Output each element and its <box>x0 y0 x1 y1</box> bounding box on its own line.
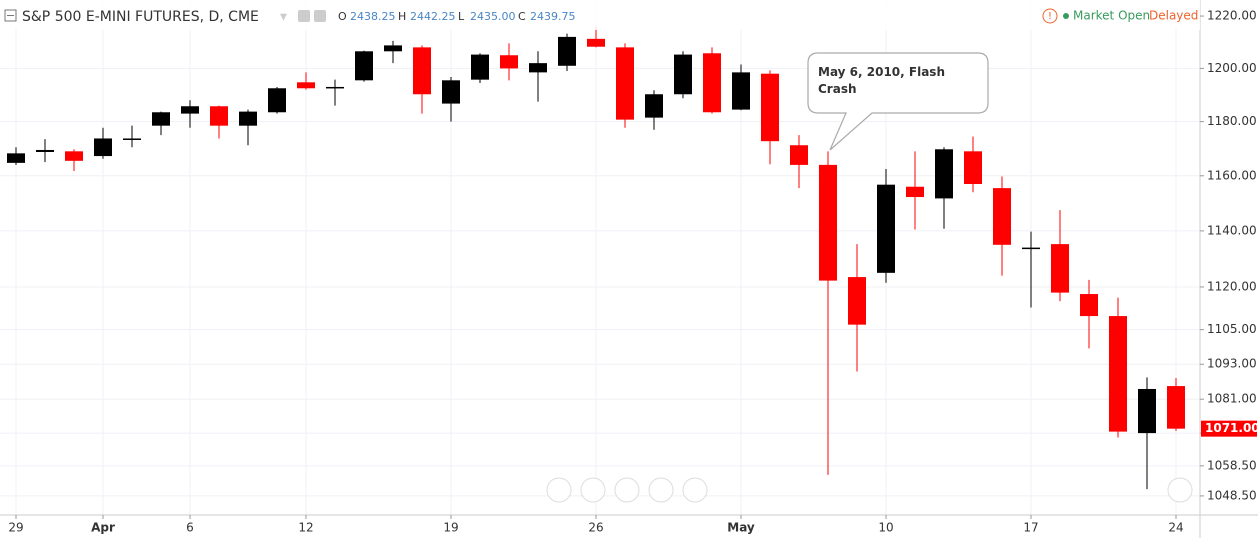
x-tick-label: 24 <box>1168 521 1183 535</box>
x-tick-label: 10 <box>878 521 893 535</box>
candle-body <box>587 38 605 47</box>
reset-button[interactable] <box>614 477 640 503</box>
candle-body <box>500 55 518 69</box>
close-icon[interactable] <box>314 10 326 22</box>
status-dot <box>1063 13 1069 19</box>
candle-body <box>123 138 141 140</box>
candle-body <box>993 188 1011 245</box>
candle-body <box>210 106 228 126</box>
ohlc-value: 2442.25 <box>410 10 456 23</box>
candle-body <box>239 111 257 126</box>
candle-body <box>297 82 315 89</box>
ohlc-values: O 2438.25 H 2442.25 L 2435.00 C 2439.75 <box>338 10 576 23</box>
y-tick-label: 1058.50 <box>1207 458 1257 472</box>
x-tick-label: 6 <box>186 521 194 535</box>
nav-buttons <box>546 477 1193 503</box>
x-tick-label: 26 <box>588 521 603 535</box>
y-tick-label: 1160.00 <box>1207 168 1257 182</box>
x-tick-label: 29 <box>8 521 23 535</box>
y-tick-label: 1180.00 <box>1207 114 1257 128</box>
candle-body <box>355 51 373 81</box>
ohlc-key: O <box>338 10 347 23</box>
last-price-label: 1071.00 <box>1205 421 1258 435</box>
y-tick-label: 1081.00 <box>1207 392 1257 406</box>
candle-body <box>94 138 112 157</box>
ohlc-key: C <box>518 10 526 23</box>
candle-body <box>36 149 54 152</box>
callout-bubble <box>807 52 989 151</box>
candle-body <box>471 54 489 80</box>
x-tick-label: May <box>727 521 755 535</box>
candle-body <box>645 94 663 118</box>
candle-body <box>877 184 895 273</box>
x-tick-label: 12 <box>298 521 313 535</box>
candle-body <box>326 86 344 89</box>
grid <box>0 0 1200 515</box>
y-tick-label: 1105.00 <box>1207 322 1257 336</box>
y-tick-label: 1120.00 <box>1207 279 1257 293</box>
y-tick-label: 1140.00 <box>1207 223 1257 237</box>
ohlc-key: H <box>398 10 406 23</box>
candles <box>7 25 1185 490</box>
y-tick-label: 1200.00 <box>1207 61 1257 75</box>
last-price-tag <box>1201 420 1257 437</box>
zoom-in-button[interactable] <box>648 477 674 503</box>
x-tick-label: 17 <box>1023 521 1038 535</box>
ohlc-value: 2435.00 <box>470 10 516 23</box>
candle-body <box>674 54 692 95</box>
candle-body <box>1138 388 1156 434</box>
collapse-icon[interactable] <box>4 9 17 22</box>
candle-body <box>848 277 866 325</box>
alert-mark: ! <box>1048 11 1052 22</box>
ohlc-value: 2439.75 <box>530 10 576 23</box>
axes: 1220.00 1200.00 1180.00 1160.00 1140.00 1120.… <box>8 9 1258 535</box>
candle-body <box>152 112 170 126</box>
candle-body <box>703 53 721 113</box>
symbol-title: S&P 500 E-MINI FUTURES, D, CME <box>22 9 259 25</box>
x-tick-label: 19 <box>443 521 458 535</box>
y-tick-label: 1220.00 <box>1207 9 1257 23</box>
candle-body <box>732 72 750 110</box>
candle-body <box>268 88 286 113</box>
scroll-right-button[interactable] <box>682 477 708 503</box>
y-tick-label: 1093.00 <box>1207 357 1257 371</box>
market-status: Market Open <box>1073 9 1150 23</box>
candle-body <box>65 151 83 161</box>
candle-body <box>1051 244 1069 293</box>
settings-icon[interactable] <box>298 10 310 22</box>
zoom-out-button[interactable] <box>580 477 606 503</box>
header-bg <box>0 0 1200 30</box>
dropdown-arrow[interactable]: ▼ <box>280 13 287 23</box>
scroll-left-button[interactable] <box>546 477 572 503</box>
candle-body <box>819 164 837 281</box>
candle-body <box>616 47 634 120</box>
candle-body <box>384 45 402 52</box>
ohlc-key: L <box>458 10 465 23</box>
candle-body <box>790 145 808 165</box>
annotation: May 6, 2010, Flash Crash <box>818 65 945 96</box>
candle-body <box>558 36 576 66</box>
candle-body <box>7 153 25 163</box>
candle-body <box>413 47 431 95</box>
candle-body <box>1022 247 1040 250</box>
candle-body <box>964 151 982 185</box>
candle-body <box>1080 294 1098 317</box>
ohlc-value: 2438.25 <box>350 10 396 23</box>
candle-body <box>1109 316 1127 432</box>
candle-body <box>761 73 779 142</box>
candle-body <box>935 149 953 199</box>
candle-body <box>1167 386 1185 429</box>
candle-body <box>181 106 199 114</box>
feed-status: Delayed <box>1149 9 1198 23</box>
y-tick-label: 1048.50 <box>1207 488 1257 502</box>
x-tick-label: Apr <box>91 521 115 535</box>
alert-icon[interactable] <box>1042 8 1058 24</box>
candle-body <box>442 80 460 104</box>
scroll-latest-button[interactable] <box>1167 477 1193 503</box>
candle-body <box>906 186 924 198</box>
candle-body <box>529 63 547 73</box>
